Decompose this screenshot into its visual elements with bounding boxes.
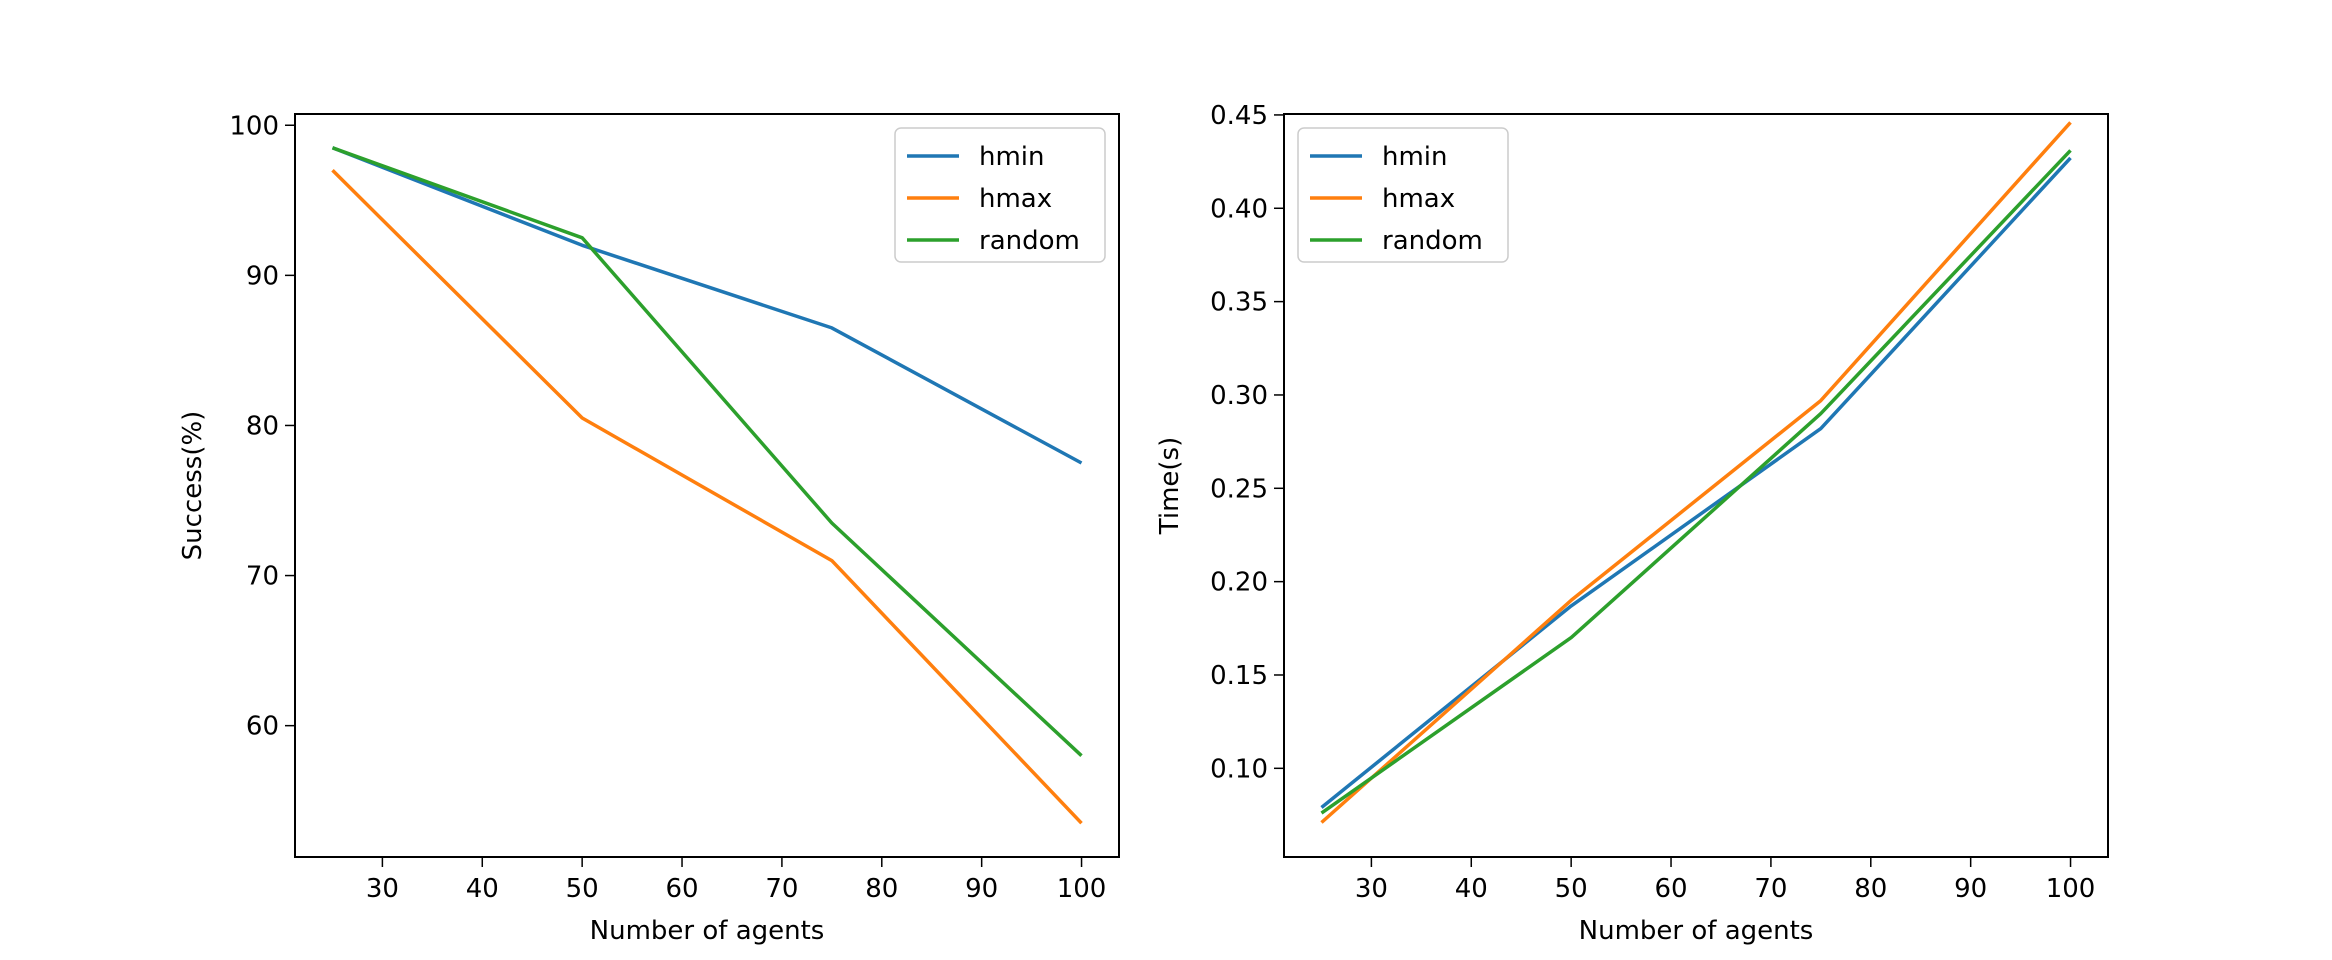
legend: hmin hmax random [1297,127,1509,263]
y-tick-label: 0.10 [1210,754,1268,784]
x-tick-label: 100 [2046,874,2096,904]
y-axis-label: Time(s) [1155,437,1185,535]
x-tick-label: 40 [466,874,499,904]
x-tick-label: 80 [1854,874,1887,904]
time-chart: 30 40 50 60 70 80 90 100 0.10 0.15 0.20 0.25 0.30 0.3… [1155,101,2109,946]
x-tick-label: 50 [566,874,599,904]
series-line-hmin [331,146,1083,465]
x-axis-label: Number of agents [590,916,825,946]
x-tick-label: 30 [366,874,399,904]
legend-label-hmax: hmax [1382,184,1455,214]
legend-label-hmin: hmin [1382,142,1448,172]
y-tick-label: 0.45 [1210,101,1268,131]
y-tick-label: 80 [246,411,279,441]
x-tick-label: 100 [1057,874,1107,904]
series-line-hmax [1320,121,2072,824]
y-tick-label: 0.40 [1210,194,1268,224]
x-tick-label: 90 [1954,874,1987,904]
x-tick-label: 60 [1654,874,1687,904]
legend-box [1297,127,1509,263]
x-axis-label: Number of agents [1579,916,1814,946]
series-line-random [331,146,1083,757]
y-tick-label: 0.20 [1210,568,1268,598]
y-axis-label: Success(%) [178,411,208,561]
legend: hmin hmax random [894,127,1106,263]
x-tick-label: 70 [765,874,798,904]
x-tick-label: 60 [665,874,698,904]
y-tick-label: 100 [229,111,279,141]
series-line-hmin [1320,156,2072,809]
y-tick-label: 0.35 [1210,288,1268,318]
x-tick-label: 90 [965,874,998,904]
y-tick-label: 0.30 [1210,381,1268,411]
x-tick-label: 70 [1754,874,1787,904]
y-tick-label: 0.25 [1210,474,1268,504]
legend-label-random: random [979,226,1080,256]
success-chart: 30 40 50 60 70 80 90 100 60 70 80 90 100 Number of ag… [178,111,1120,946]
plot-frame [1283,113,2109,858]
legend-label-random: random [1382,226,1483,256]
series-line-random [1320,149,2072,815]
x-tick-label: 40 [1455,874,1488,904]
x-tick-label: 30 [1355,874,1388,904]
y-tick-label: 90 [246,261,279,291]
x-tick-label: 80 [865,874,898,904]
plot-frame [294,113,1120,858]
y-tick-label: 70 [246,562,279,592]
legend-label-hmax: hmax [979,184,1052,214]
y-tick-label: 60 [246,712,279,742]
legend-box [894,127,1106,263]
y-tick-label: 0.15 [1210,661,1268,691]
x-tick-label: 50 [1555,874,1588,904]
legend-label-hmin: hmin [979,142,1045,172]
series-line-hmax [331,169,1083,825]
